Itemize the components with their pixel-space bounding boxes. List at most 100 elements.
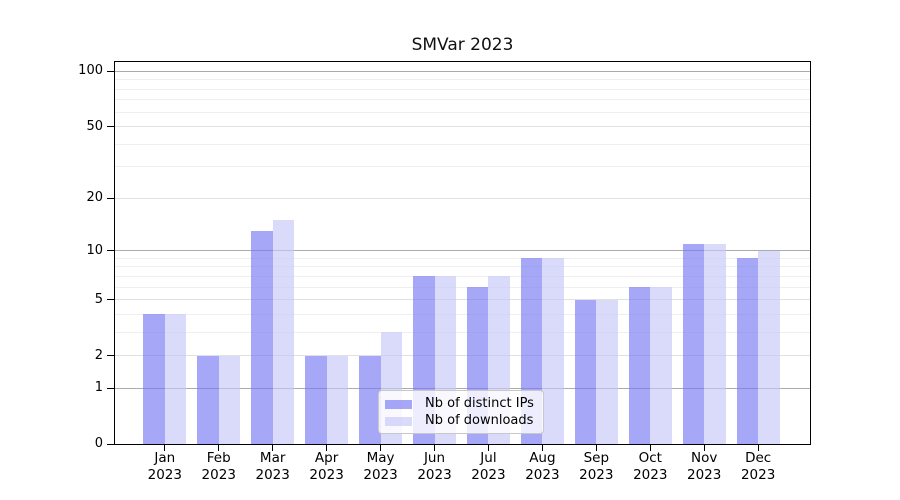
x-tick-month: Sep	[583, 450, 610, 466]
x-tick-mark-oct	[649, 445, 651, 451]
bar-distinct-ips-dec	[736, 258, 759, 445]
x-tick-month: Oct	[638, 450, 662, 466]
gridline-50	[115, 126, 810, 128]
x-tick-mark-dec	[757, 445, 759, 451]
gridline-minor	[115, 143, 810, 145]
x-tick-label-jul: Jul 2023	[460, 450, 516, 484]
gridline-minor	[115, 266, 810, 268]
bar-downloads-oct	[650, 287, 672, 445]
gridline-minor	[115, 79, 810, 81]
gridline-100	[115, 70, 810, 72]
bar-distinct-ips-mar	[251, 231, 273, 445]
y-tick-mark-5	[107, 299, 114, 301]
y-tick-label-0: 0	[94, 436, 103, 452]
x-tick-month: Feb	[206, 450, 231, 466]
y-tick-label-2: 2	[94, 347, 103, 363]
legend-label-distinct-ips: Nb of distinct IPs	[425, 396, 534, 411]
y-tick-mark-50	[107, 126, 114, 128]
gridline-minor	[115, 88, 810, 90]
bar-downloads-feb	[218, 355, 241, 445]
gridline-minor	[115, 331, 810, 333]
x-tick-year: 2023	[633, 467, 668, 483]
x-tick-month: Mar	[259, 450, 286, 466]
chart-title: SMVar 2023	[411, 35, 514, 55]
gridline-minor	[115, 286, 810, 288]
x-tick-mark-may	[380, 445, 382, 451]
bar-downloads-jan	[164, 314, 187, 445]
x-tick-label-jan: Jan 2023	[137, 450, 193, 484]
x-tick-mark-aug	[541, 445, 543, 451]
gridline-10	[115, 250, 810, 252]
y-tick-mark-0	[107, 443, 114, 445]
x-tick-mark-feb	[218, 445, 220, 451]
bar-distinct-ips-may	[359, 355, 381, 445]
bar-distinct-ips-sep	[574, 299, 597, 445]
legend-swatch-distinct-ips	[385, 399, 412, 409]
x-tick-mark-mar	[272, 445, 274, 451]
y-tick-mark-2	[107, 355, 114, 357]
legend-swatch-downloads	[385, 416, 412, 426]
x-tick-year: 2023	[309, 467, 344, 483]
y-tick-label-10: 10	[86, 242, 103, 258]
x-tick-month: Jan	[154, 450, 176, 466]
bar-distinct-ips-jan	[143, 314, 165, 445]
bar-downloads-apr	[326, 355, 349, 445]
bar-downloads-mar	[272, 220, 295, 445]
x-tick-month: Jul	[480, 450, 497, 466]
gridline-minor	[115, 99, 810, 101]
x-tick-label-apr: Apr 2023	[299, 450, 355, 484]
y-tick-label-20: 20	[86, 190, 103, 206]
x-tick-label-may: May 2023	[353, 450, 409, 484]
y-tick-mark-10	[107, 250, 114, 252]
x-tick-month: Apr	[314, 450, 339, 466]
legend: Nb of distinct IPs Nb of downloads	[378, 390, 544, 434]
x-tick-month: Nov	[691, 450, 718, 466]
x-tick-mark-jun	[434, 445, 435, 451]
x-tick-year: 2023	[255, 467, 290, 483]
x-tick-year: 2023	[579, 467, 614, 483]
x-tick-label-oct: Oct 2023	[622, 450, 678, 484]
gridline-minor	[115, 257, 810, 259]
legend-label-downloads: Nb of downloads	[425, 413, 534, 428]
x-tick-year: 2023	[471, 467, 506, 483]
x-tick-year: 2023	[363, 467, 398, 483]
bar-distinct-ips-apr	[305, 355, 327, 445]
y-tick-label-5: 5	[94, 291, 103, 307]
x-tick-month: Dec	[745, 450, 772, 466]
x-tick-label-feb: Feb 2023	[191, 450, 247, 484]
gridline-minor	[115, 166, 810, 168]
gridline-minor	[115, 313, 810, 315]
bar-downloads-dec	[758, 250, 780, 445]
bar-distinct-ips-nov	[682, 243, 705, 445]
x-tick-mark-sep	[595, 445, 597, 451]
bar-downloads-sep	[596, 299, 618, 445]
x-tick-year: 2023	[417, 467, 452, 483]
x-tick-year: 2023	[201, 467, 236, 483]
y-tick-label-100: 100	[78, 63, 103, 79]
gridline-2	[115, 355, 810, 357]
x-tick-year: 2023	[525, 467, 560, 483]
x-tick-month: Jun	[423, 450, 446, 466]
x-tick-year: 2023	[740, 467, 776, 483]
x-tick-month: Aug	[529, 450, 556, 466]
x-tick-mark-jan	[164, 445, 166, 451]
gridline-5	[115, 299, 810, 301]
x-tick-label-mar: Mar 2023	[245, 450, 301, 484]
x-tick-mark-nov	[703, 445, 705, 451]
y-tick-label-1: 1	[94, 380, 103, 396]
x-tick-label-dec: Dec 2023	[730, 450, 786, 484]
y-tick-mark-100	[107, 70, 114, 72]
x-tick-mark-apr	[326, 445, 328, 451]
y-tick-mark-20	[107, 197, 114, 199]
y-tick-mark-1	[107, 387, 114, 389]
x-tick-year: 2023	[687, 467, 722, 483]
x-tick-label-sep: Sep 2023	[568, 450, 624, 484]
x-tick-label-nov: Nov 2023	[676, 450, 732, 484]
x-tick-year: 2023	[147, 467, 182, 483]
gridline-minor	[115, 111, 810, 113]
bar-downloads-aug	[542, 258, 564, 445]
legend-item-downloads: Nb of downloads	[385, 413, 537, 429]
